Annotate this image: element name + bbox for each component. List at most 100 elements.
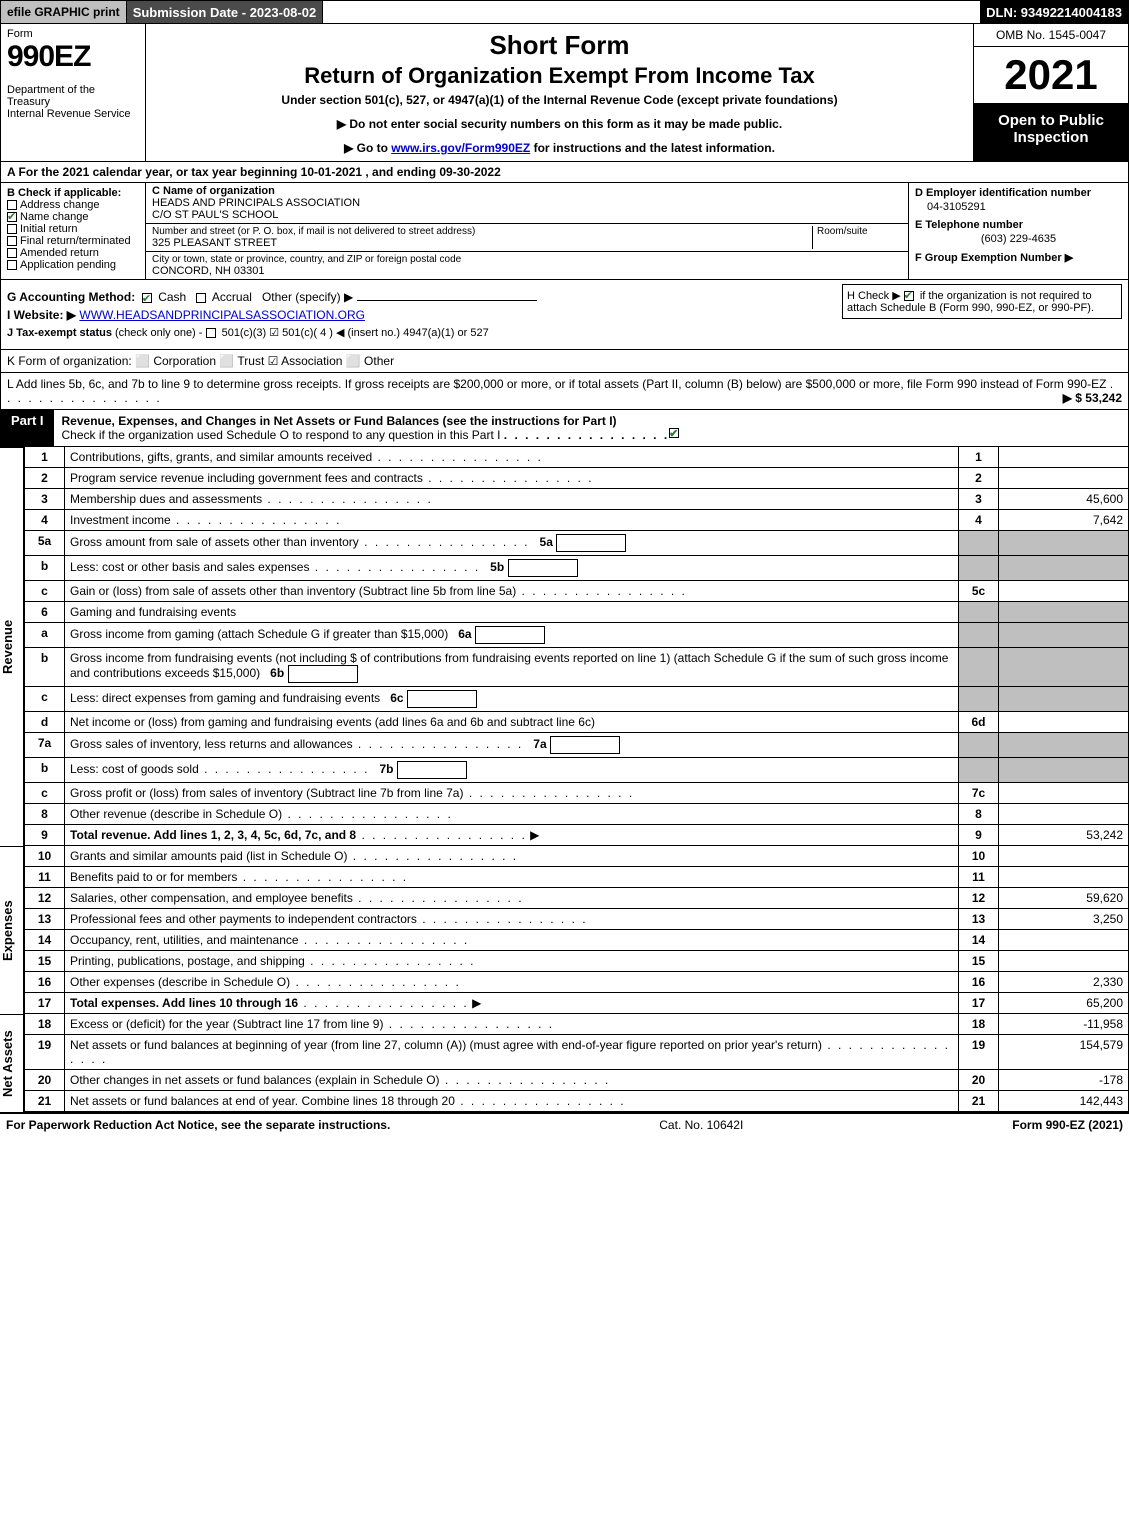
h-checkbox[interactable] <box>904 291 914 301</box>
line-desc: Net assets or fund balances at end of ye… <box>65 1091 959 1112</box>
section-b: B Check if applicable: Address change Na… <box>1 183 146 279</box>
line-num: 21 <box>25 1091 65 1112</box>
expenses-side-label: Expenses <box>0 846 24 1014</box>
efile-print-button[interactable]: efile GRAPHIC print <box>1 1 127 23</box>
header-center: Short Form Return of Organization Exempt… <box>146 24 973 161</box>
part-1-header-row: Part I Revenue, Expenses, and Changes in… <box>0 410 1129 447</box>
line-val: 2,330 <box>999 972 1129 993</box>
line-desc: Gain or (loss) from sale of assets other… <box>65 581 959 602</box>
j-label: J Tax-exempt status <box>7 327 112 339</box>
line-ref <box>959 648 999 687</box>
line-val <box>999 687 1129 712</box>
line-val <box>999 783 1129 804</box>
box-6a[interactable] <box>475 626 545 644</box>
line-desc: Grants and similar amounts paid (list in… <box>65 846 959 867</box>
line-num: 7a <box>25 733 65 758</box>
form-header: Form 990EZ Department of the Treasury In… <box>0 24 1129 162</box>
line-num: 5a <box>25 531 65 556</box>
line-desc: Net income or (loss) from gaming and fun… <box>65 712 959 733</box>
revenue-side-label: Revenue <box>0 447 24 846</box>
line-num: a <box>25 623 65 648</box>
netassets-side-label: Net Assets <box>0 1014 24 1112</box>
line-val: 7,642 <box>999 510 1129 531</box>
omb-number: OMB No. 1545-0047 <box>974 24 1128 47</box>
check-initial-return[interactable]: Initial return <box>7 223 139 235</box>
table-row: cLess: direct expenses from gaming and f… <box>25 687 1129 712</box>
line-val <box>999 758 1129 783</box>
check-amended-return[interactable]: Amended return <box>7 247 139 259</box>
box-7a[interactable] <box>550 736 620 754</box>
check-final-return[interactable]: Final return/terminated <box>7 235 139 247</box>
box-5b[interactable] <box>508 559 578 577</box>
line-val <box>999 556 1129 581</box>
line-val <box>999 867 1129 888</box>
dots <box>504 428 669 442</box>
line-desc: Total revenue. Add lines 1, 2, 3, 4, 5c,… <box>65 825 959 846</box>
line-desc: Printing, publications, postage, and shi… <box>65 951 959 972</box>
part-1-title: Revenue, Expenses, and Changes in Net As… <box>54 410 691 446</box>
bullet2-post: for instructions and the latest informat… <box>530 141 775 155</box>
line-val <box>999 623 1129 648</box>
line-ref: 18 <box>959 1014 999 1035</box>
box-6b[interactable] <box>288 665 358 683</box>
under-section: Under section 501(c), 527, or 4947(a)(1)… <box>154 93 965 107</box>
check-application-pending[interactable]: Application pending <box>7 259 139 271</box>
check-label: Name change <box>20 211 89 223</box>
section-j: J Tax-exempt status (check only one) - 5… <box>7 326 1122 339</box>
table-row: 19Net assets or fund balances at beginni… <box>25 1035 1129 1070</box>
revenue-section: Revenue 1Contributions, gifts, grants, a… <box>0 447 1129 846</box>
form-number: 990EZ <box>7 40 139 74</box>
city-value: CONCORD, NH 03301 <box>152 265 461 277</box>
line-desc: Gross income from fundraising events (no… <box>65 648 959 687</box>
line-val <box>999 602 1129 623</box>
header-right: OMB No. 1545-0047 2021 Open to Public In… <box>973 24 1128 161</box>
g-label: G Accounting Method: <box>7 290 135 304</box>
line-ref: 4 <box>959 510 999 531</box>
table-row: 11Benefits paid to or for members11 <box>25 867 1129 888</box>
section-h: H Check ▶ if the organization is not req… <box>842 284 1122 319</box>
line-ref <box>959 687 999 712</box>
g-accrual-check[interactable] <box>196 293 206 303</box>
line-ref <box>959 758 999 783</box>
g-other-input[interactable] <box>357 300 537 301</box>
line-num: 14 <box>25 930 65 951</box>
website-link[interactable]: WWW.HEADSANDPRINCIPALSASSOCIATION.ORG <box>79 308 365 322</box>
submission-date-button[interactable]: Submission Date - 2023-08-02 <box>127 1 324 23</box>
street-label: Number and street (or P. O. box, if mail… <box>152 226 812 237</box>
dept-label: Department of the Treasury Internal Reve… <box>7 84 139 120</box>
room-suite-label: Room/suite <box>812 226 902 249</box>
check-address-change[interactable]: Address change <box>7 199 139 211</box>
irs-link[interactable]: www.irs.gov/Form990EZ <box>391 141 530 155</box>
line-val: 59,620 <box>999 888 1129 909</box>
j-501c3-check[interactable] <box>206 328 216 338</box>
line-num: 18 <box>25 1014 65 1035</box>
line-ref: 5c <box>959 581 999 602</box>
open-inspection: Open to Public Inspection <box>974 104 1128 161</box>
table-row: 12Salaries, other compensation, and empl… <box>25 888 1129 909</box>
line-val: 45,600 <box>999 489 1129 510</box>
table-row: 3Membership dues and assessments345,600 <box>25 489 1129 510</box>
line-desc: Other expenses (describe in Schedule O) <box>65 972 959 993</box>
box-5a[interactable] <box>556 534 626 552</box>
section-def: D Employer identification number 04-3105… <box>908 183 1128 279</box>
block-bcdef: B Check if applicable: Address change Na… <box>0 183 1129 280</box>
g-cash-check[interactable] <box>142 293 152 303</box>
dln-label: DLN: 93492214004183 <box>980 1 1128 23</box>
line-ref: 10 <box>959 846 999 867</box>
table-row: 17Total expenses. Add lines 10 through 1… <box>25 993 1129 1014</box>
expenses-section: Expenses 10Grants and similar amounts pa… <box>0 846 1129 1014</box>
check-name-change[interactable]: Name change <box>7 211 139 223</box>
box-6c[interactable] <box>407 690 477 708</box>
street-value: 325 PLEASANT STREET <box>152 237 812 249</box>
table-row: 6Gaming and fundraising events <box>25 602 1129 623</box>
line-ref: 2 <box>959 468 999 489</box>
box-7b[interactable] <box>397 761 467 779</box>
line-num: 9 <box>25 825 65 846</box>
part1-checkbox[interactable] <box>669 428 679 438</box>
table-row: 21Net assets or fund balances at end of … <box>25 1091 1129 1112</box>
line-ref: 19 <box>959 1035 999 1070</box>
part-1-badge: Part I <box>1 410 54 446</box>
line-ref: 9 <box>959 825 999 846</box>
table-row: bGross income from fundraising events (n… <box>25 648 1129 687</box>
phone-label: E Telephone number <box>915 219 1122 231</box>
